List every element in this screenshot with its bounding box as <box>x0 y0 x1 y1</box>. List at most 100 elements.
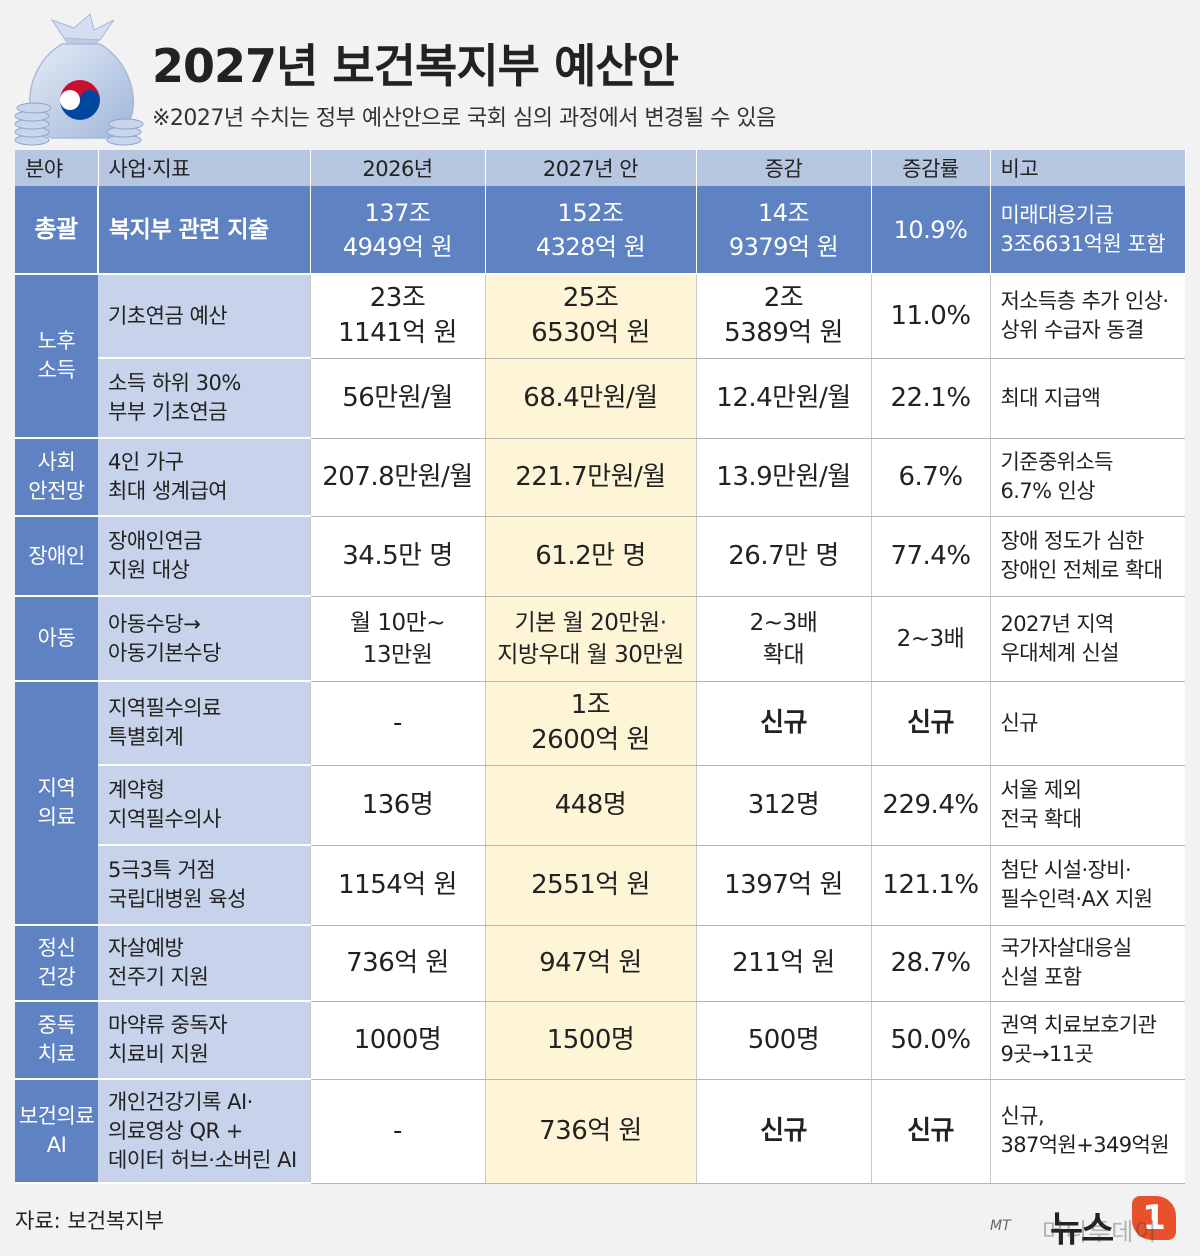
value-2026-cell: 1000명 <box>309 1001 485 1080</box>
value-2027-cell: 1500명 <box>484 1001 696 1080</box>
value-2027-cell: 736억 원 <box>484 1079 696 1184</box>
rate-cell: 6.7% <box>870 438 990 517</box>
watermark: 머니투데이 <box>1042 1218 1158 1246</box>
value-2026-cell: 월 10만~ 13만원 <box>309 596 485 682</box>
column-header: 2027년 안 <box>485 150 697 186</box>
diff-cell: 2~3배 확대 <box>695 596 871 682</box>
table-row: 중독 치료 마약류 중독자 치료비 지원 1000명 1500명 500명 50.0… <box>15 1001 1185 1080</box>
table-row: 아동 아동수당→ 아동기본수당 월 10만~ 13만원 기본 월 20만원· 지방우대… <box>15 596 1185 682</box>
value-2027-cell: 25조 6530억 원 <box>484 274 696 359</box>
item-cell: 개인건강기록 AI· 의료영상 QR + 데이터 허브·소버린 AI <box>98 1079 310 1184</box>
item-cell: 아동수당→ 아동기본수당 <box>98 596 310 682</box>
diff-cell: 26.7만 명 <box>695 516 871 597</box>
note-cell: 기준중위소득 6.7% 인상 <box>989 438 1185 517</box>
table-row: 보건의료 AI 개인건강기록 AI· 의료영상 QR + 데이터 허브·소버린 AI … <box>15 1079 1185 1184</box>
value-2027-cell: 448명 <box>484 765 696 846</box>
rate-cell: 77.4% <box>870 516 990 597</box>
rate-cell: 10.9% <box>871 186 991 275</box>
note-cell: 최대 지급액 <box>989 358 1185 439</box>
item-cell: 소득 하위 30% 부부 기초연금 <box>98 358 310 439</box>
value-2027-cell: 152조 4328억 원 <box>485 186 697 275</box>
note-cell: 장애 정도가 심한 장애인 전체로 확대 <box>989 516 1185 597</box>
value-2027-cell: 1조 2600억 원 <box>484 681 696 766</box>
item-cell: 복지부 관련 지출 <box>98 186 311 275</box>
value-2027-cell: 947억 원 <box>484 925 696 1002</box>
column-header: 증감률 <box>871 150 991 186</box>
table-row: 5극3특 거점 국립대병원 육성 1154억 원 2551억 원 1397억 원 … <box>15 845 1185 926</box>
value-2026-cell: 137조 4949억 원 <box>310 186 486 275</box>
column-header: 증감 <box>696 150 872 186</box>
note-cell: 신규 <box>989 681 1185 766</box>
diff-cell: 신규 <box>695 681 871 766</box>
page-subtitle: ※2027년 수치는 정부 예산안으로 국회 심의 과정에서 변경될 수 있음 <box>152 106 776 131</box>
table-header-row: 분야 사업·지표 2026년 2027년 안 증감 증감률 비고 <box>15 150 1186 186</box>
value-2026-cell: 736억 원 <box>309 925 485 1002</box>
diff-cell: 신규 <box>695 1079 871 1184</box>
category-cell: 총괄 <box>15 186 99 275</box>
news1-logo: MT 뉴스 1 머니투데이 <box>990 1196 1185 1250</box>
value-2027-cell: 2551억 원 <box>484 845 696 926</box>
budget-table: 분야 사업·지표 2026년 2027년 안 증감 증감률 비고 총괄 복지부 … <box>15 150 1186 1184</box>
value-2027-cell: 61.2만 명 <box>484 516 696 597</box>
table-row: 계약형 지역필수의사 136명 448명 312명 229.4% 서울 제외 전국 … <box>15 765 1185 846</box>
table-row: 장애인 장애인연금 지원 대상 34.5만 명 61.2만 명 26.7만 명 7… <box>15 516 1185 597</box>
note-cell: 저소득층 추가 인상· 상위 수급자 동결 <box>989 274 1185 359</box>
note-cell: 미래대응기금 3조6631억원 포함 <box>990 186 1186 275</box>
note-cell: 2027년 지역 우대체계 신설 <box>989 596 1185 682</box>
table-row: 소득 하위 30% 부부 기초연금 56만원/월 68.4만원/월 12.4만원/… <box>15 358 1185 439</box>
rate-cell: 121.1% <box>870 845 990 926</box>
note-cell: 신규, 387억원+349억원 <box>989 1079 1185 1184</box>
category-cell: 보건의료 AI <box>15 1079 98 1184</box>
diff-cell: 14조 9379억 원 <box>696 186 872 275</box>
note-cell: 서울 제외 전국 확대 <box>989 765 1185 846</box>
table-row: 사회 안전망 4인 가구 최대 생계급여 207.8만원/월 221.7만원/월 1… <box>15 438 1185 517</box>
rate-cell: 22.1% <box>870 358 990 439</box>
rate-cell: 50.0% <box>870 1001 990 1080</box>
rate-cell: 신규 <box>870 1079 990 1184</box>
column-header: 분야 <box>15 150 99 186</box>
diff-cell: 312명 <box>695 765 871 846</box>
column-header: 사업·지표 <box>98 150 311 186</box>
diff-cell: 211억 원 <box>695 925 871 1002</box>
category-cell: 정신 건강 <box>15 925 98 1002</box>
value-2027-cell: 221.7만원/월 <box>484 438 696 517</box>
rate-cell: 2~3배 <box>870 596 990 682</box>
value-2026-cell: 136명 <box>309 765 485 846</box>
diff-cell: 1397억 원 <box>695 845 871 926</box>
item-cell: 계약형 지역필수의사 <box>98 765 310 846</box>
value-2026-cell: 1154억 원 <box>309 845 485 926</box>
total-row: 총괄 복지부 관련 지출 137조 4949억 원 152조 4328억 원 14조… <box>15 186 1186 275</box>
category-cell: 지역 의료 <box>15 681 98 926</box>
diff-cell: 2조 5389억 원 <box>695 274 871 359</box>
item-cell: 기초연금 예산 <box>98 274 310 359</box>
item-cell: 마약류 중독자 치료비 지원 <box>98 1001 310 1080</box>
rate-cell: 229.4% <box>870 765 990 846</box>
diff-cell: 500명 <box>695 1001 871 1080</box>
logo-prefix: MT <box>990 1218 1011 1234</box>
value-2027-cell: 기본 월 20만원· 지방우대 월 30만원 <box>484 596 696 682</box>
column-header: 2026년 <box>310 150 486 186</box>
note-cell: 첨단 시설·장비· 필수인력·AX 지원 <box>989 845 1185 926</box>
value-2026-cell: 34.5만 명 <box>309 516 485 597</box>
item-cell: 5극3특 거점 국립대병원 육성 <box>98 845 310 926</box>
logo-text: 뉴스 <box>1050 1209 1114 1250</box>
value-2026-cell: 23조 1141억 원 <box>309 274 485 359</box>
category-cell: 노후 소득 <box>15 274 98 439</box>
diff-cell: 13.9만원/월 <box>695 438 871 517</box>
money-bag-icon <box>14 13 144 146</box>
value-2027-cell: 68.4만원/월 <box>484 358 696 439</box>
table-row: 정신 건강 자살예방 전주기 지원 736억 원 947억 원 211억 원 28.… <box>15 925 1185 1002</box>
rate-cell: 11.0% <box>870 274 990 359</box>
value-2026-cell: 56만원/월 <box>309 358 485 439</box>
column-header: 비고 <box>990 150 1186 186</box>
value-2026-cell: - <box>309 681 485 766</box>
header: 2027년 보건복지부 예산안 ※2027년 수치는 정부 예산안으로 국회 심… <box>0 0 1200 150</box>
note-cell: 국가자살대응실 신설 포함 <box>989 925 1185 1002</box>
item-cell: 지역필수의료 특별회계 <box>98 681 310 766</box>
category-cell: 장애인 <box>15 516 98 597</box>
category-cell: 사회 안전망 <box>15 438 98 517</box>
note-cell: 권역 치료보호기관 9곳→11곳 <box>989 1001 1185 1080</box>
value-2026-cell: - <box>309 1079 485 1184</box>
table-row: 지역 의료 지역필수의료 특별회계 - 1조 2600억 원 신규 신규 신규 <box>15 681 1185 926</box>
item-cell: 4인 가구 최대 생계급여 <box>98 438 310 517</box>
